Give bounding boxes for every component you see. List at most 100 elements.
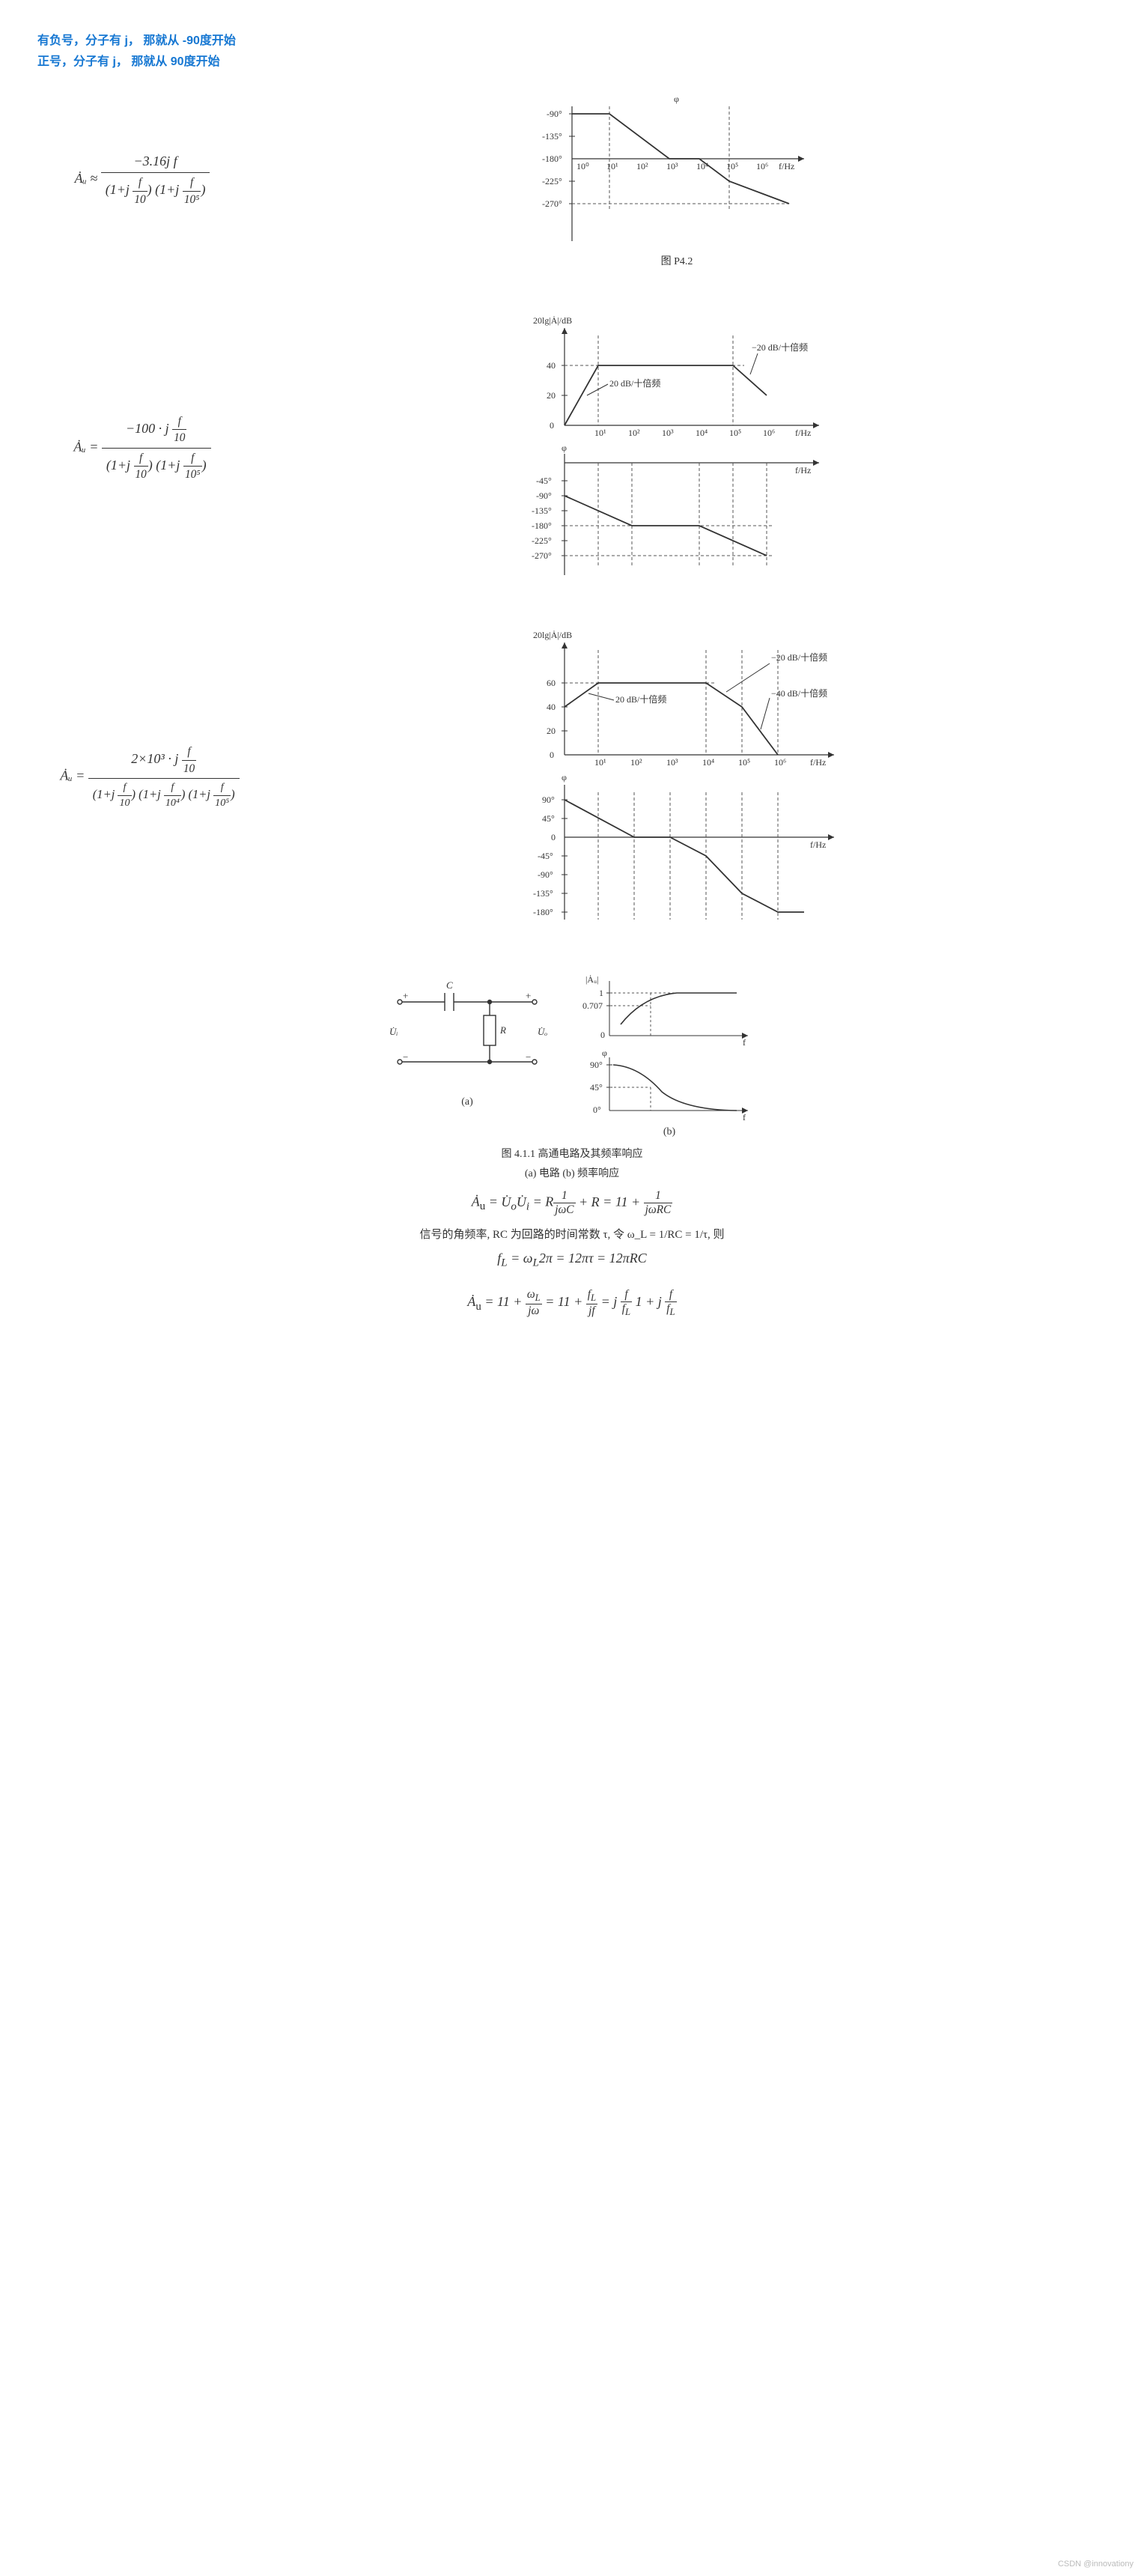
svg-text:R: R	[499, 1024, 506, 1036]
note-line-2: 正号，分子有 j， 那就从 90度开始	[37, 51, 1107, 69]
svg-text:U̇ᵢ: U̇ᵢ	[389, 1026, 398, 1037]
formula-2-lead: Ȧᵤ =	[73, 439, 98, 454]
hp-mag: |Ȧᵤ| 1 0.707 0 f	[579, 972, 759, 1047]
formula-2: Ȧᵤ = −100 · j f10 (1+j f10) (1+j f10⁵)	[37, 412, 247, 484]
section-4: C R U̇ᵢ U̇ₒ + − + − (a) |Ȧᵤ| 1 0.707 0	[37, 972, 1107, 1318]
svg-text:10⁴: 10⁴	[696, 161, 708, 171]
section-3: Ȧᵤ = 2×10³ · j f10 (1+j f10) (1+j f10⁴) …	[37, 628, 1107, 927]
svg-text:f/Hz: f/Hz	[795, 428, 811, 438]
svg-text:20: 20	[547, 726, 556, 736]
svg-text:+: +	[526, 990, 531, 1001]
svg-text:−20 dB/十倍频: −20 dB/十倍频	[752, 341, 808, 353]
svg-text:20: 20	[547, 390, 556, 401]
svg-text:0.707: 0.707	[582, 1000, 603, 1011]
formula-1-num: −3.16j f	[101, 151, 210, 173]
chart-2-mag: 20lg|Ȧ|/dB 0 20 40 10¹ 10² 10³ 10⁴ 10⁵ 1…	[520, 313, 834, 440]
svg-text:-45°: -45°	[536, 476, 552, 486]
svg-text:10¹: 10¹	[594, 428, 606, 438]
svg-text:f/Hz: f/Hz	[795, 465, 811, 476]
svg-text:10⁴: 10⁴	[702, 757, 714, 768]
svg-text:10⁵: 10⁵	[738, 757, 750, 768]
svg-text:0: 0	[550, 420, 554, 431]
chart-3-phase: φ f/Hz 90° 45° 0 -45° -90° -135° -180°	[520, 770, 849, 927]
svg-text:90°: 90°	[542, 795, 555, 805]
svg-text:10⁶: 10⁶	[774, 757, 786, 768]
svg-text:45°: 45°	[542, 813, 555, 824]
svg-text:-180°: -180°	[533, 907, 553, 917]
chart-p42: φ -90° -135° -180° -225° -270° 10⁰ 10¹ 1…	[535, 91, 819, 249]
fig411-caption: 图 4.1.1 高通电路及其频率响应	[37, 1146, 1107, 1161]
svg-text:f/Hz: f/Hz	[810, 757, 826, 768]
formula-1: Ȧᵤ ≈ −3.16j f (1+j f10) (1+j f10⁵)	[37, 151, 247, 209]
svg-text:−: −	[526, 1051, 531, 1063]
svg-text:10⁶: 10⁶	[763, 428, 775, 438]
svg-text:0: 0	[551, 832, 556, 842]
formula-1-lead: Ȧᵤ ≈	[75, 171, 98, 186]
formula-3-den: (1+j f10) (1+j f10⁴) (1+j f10⁵)	[88, 779, 240, 812]
formula-3: Ȧᵤ = 2×10³ · j f10 (1+j f10) (1+j f10⁴) …	[37, 742, 262, 812]
svg-text:1: 1	[599, 988, 603, 998]
svg-text:0: 0	[550, 750, 554, 760]
svg-text:20 dB/十倍频: 20 dB/十倍频	[609, 377, 660, 389]
svg-text:10²: 10²	[636, 161, 648, 171]
svg-text:f/Hz: f/Hz	[810, 839, 826, 850]
svg-text:10³: 10³	[666, 757, 678, 768]
caption-a: (a)	[385, 1096, 550, 1108]
svg-text:-90°: -90°	[538, 869, 553, 880]
text-mid: 信号的角频率, RC 为回路的时间常数 τ, 令 ω_L = 1/RC = 1/…	[37, 1226, 1107, 1242]
svg-text:10²: 10²	[630, 757, 642, 768]
caption-p42: 图 P4.2	[661, 253, 693, 268]
svg-text:10⁵: 10⁵	[726, 161, 738, 171]
formula-2-num: −100 · j f10	[102, 412, 211, 449]
hp-phase: φ 90° 45° 0° f	[579, 1047, 759, 1122]
svg-text:U̇ₒ: U̇ₒ	[538, 1026, 547, 1037]
svg-text:40: 40	[547, 702, 556, 712]
svg-text:10¹: 10¹	[606, 161, 618, 171]
svg-text:-180°: -180°	[542, 154, 562, 164]
watermark: CSDN @innovationy	[1058, 2560, 1134, 2569]
svg-text:φ: φ	[562, 443, 567, 453]
section-1: Ȧᵤ ≈ −3.16j f (1+j f10) (1+j f10⁵) φ -90…	[37, 91, 1107, 268]
svg-text:+: +	[403, 990, 408, 1001]
svg-text:10⁵: 10⁵	[729, 428, 741, 438]
circuit-highpass: C R U̇ᵢ U̇ₒ + − + −	[385, 972, 550, 1092]
svg-text:-135°: -135°	[532, 505, 552, 516]
chart1-ylabel: φ	[674, 94, 679, 104]
svg-text:10³: 10³	[666, 161, 678, 171]
svg-text:0°: 0°	[593, 1105, 601, 1115]
svg-text:20lg|Ȧ|/dB: 20lg|Ȧ|/dB	[533, 315, 572, 326]
svg-text:f: f	[743, 1037, 746, 1047]
equation-1: Ȧu = U̇oU̇i = R1jωC + R = 11 + 1jωRC	[37, 1189, 1107, 1217]
svg-text:20lg|Ȧ|/dB: 20lg|Ȧ|/dB	[533, 630, 572, 640]
svg-text:C: C	[446, 979, 453, 991]
chart-3-mag: 20lg|Ȧ|/dB 0 20 40 60 10¹ 10² 10³ 10⁴ 10…	[520, 628, 849, 770]
svg-text:-225°: -225°	[542, 176, 562, 186]
svg-text:−40 dB/十倍频: −40 dB/十倍频	[771, 687, 827, 699]
formula-3-num: 2×10³ · j f10	[88, 742, 240, 779]
svg-text:−: −	[403, 1051, 408, 1063]
svg-text:f: f	[743, 1112, 746, 1122]
svg-text:φ: φ	[562, 772, 567, 783]
svg-text:40: 40	[547, 360, 556, 371]
svg-text:0: 0	[600, 1030, 605, 1040]
caption-b: (b)	[579, 1126, 759, 1138]
svg-text:10²: 10²	[628, 428, 640, 438]
formula-1-den: (1+j f10) (1+j f10⁵)	[101, 173, 210, 209]
svg-text:10³: 10³	[662, 428, 674, 438]
svg-text:10⁶: 10⁶	[756, 161, 768, 171]
svg-text:45°: 45°	[590, 1082, 603, 1093]
svg-text:-135°: -135°	[533, 888, 553, 899]
formula-3-lead: Ȧᵤ =	[60, 768, 85, 783]
svg-text:60: 60	[547, 678, 556, 688]
chart-2-phase: φ f/Hz -45° -90° -135° -180° -225° -270°	[520, 440, 834, 583]
section-2: Ȧᵤ = −100 · j f10 (1+j f10) (1+j f10⁵) 2…	[37, 313, 1107, 583]
svg-text:20 dB/十倍频: 20 dB/十倍频	[615, 693, 666, 705]
fig411-subcaption: (a) 电路 (b) 频率响应	[37, 1165, 1107, 1180]
svg-text:10⁰: 10⁰	[576, 161, 589, 171]
formula-2-den: (1+j f10) (1+j f10⁵)	[102, 449, 211, 484]
equation-3: Ȧu = 11 + ωLjω = 11 + fLjf = j ffL 1 + j…	[37, 1288, 1107, 1318]
svg-text:-270°: -270°	[542, 198, 562, 209]
svg-text:-270°: -270°	[532, 550, 552, 561]
chart1-xlabel: f/Hz	[779, 161, 794, 171]
svg-text:-90°: -90°	[547, 109, 562, 119]
